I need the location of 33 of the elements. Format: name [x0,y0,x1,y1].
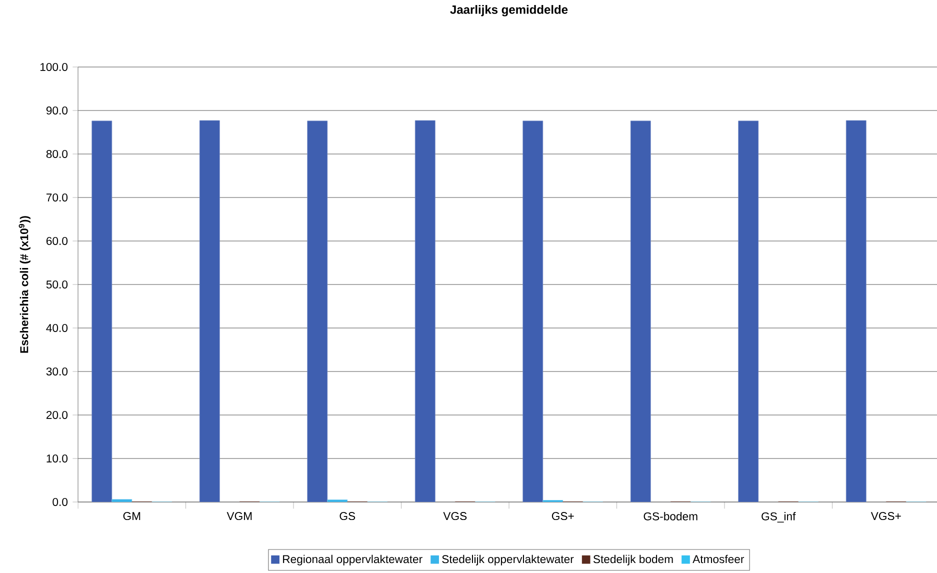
y-tick-label: 20.0 [46,410,68,419]
legend-label: Regionaal oppervlaktewater [283,554,422,566]
legend-label: Atmosfeer [692,554,744,564]
bar [522,120,544,502]
x-tick-label: GS+ [552,512,574,520]
bar [738,120,759,502]
y-tick-label: 80.0 [46,150,68,158]
bar [307,120,328,502]
legend-label: Stedelijk bodem [593,554,673,566]
x-tick-label: VGS [443,512,467,520]
x-tick-label: GS_inf [762,512,796,523]
bar [630,120,651,502]
x-tick-label: VGS+ [870,512,901,520]
y-axis-title: Escherichia coli (# (x10$^{9}$)) [18,216,30,353]
y-tick-label: 90.0 [46,106,68,114]
y-tick-label: 30.0 [46,367,68,376]
bar [92,120,112,502]
y-tick-label: 40.0 [46,324,68,332]
y-tick-label: 60.0 [46,236,68,245]
y-tick-label: 0.0 [52,498,68,506]
chart-title: Jaarlijks gemiddelde [450,5,568,16]
x-tick-label: GS-bodem [644,512,698,520]
y-tick-label: 70.0 [46,193,68,202]
legend-label: Stedelijk oppervlaktewater [442,554,574,566]
x-tick-label: VGM [226,512,252,520]
bar [414,120,436,502]
x-tick-label: GS [340,512,356,520]
y-tick-label: 10.0 [46,454,68,462]
bar [846,120,866,502]
y-tick-label: 100.0 [40,62,68,71]
bar [199,120,220,502]
y-tick-label: 50.0 [46,280,68,288]
x-tick-label: GM [123,512,140,520]
